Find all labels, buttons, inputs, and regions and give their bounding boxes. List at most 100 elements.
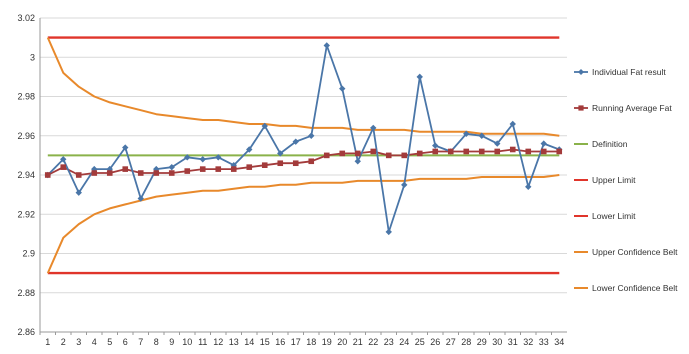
data-point <box>509 146 516 153</box>
x-tick-label: 4 <box>92 337 97 347</box>
data-point <box>60 164 67 170</box>
data-point <box>199 156 206 163</box>
data-point <box>60 156 67 163</box>
data-point <box>246 146 253 153</box>
data-point <box>199 166 206 172</box>
x-tick-label: 32 <box>523 337 533 347</box>
data-point <box>184 154 191 161</box>
data-point <box>478 132 485 139</box>
data-point <box>106 170 113 176</box>
data-point <box>432 148 439 155</box>
legend-marker <box>578 69 584 75</box>
series-markers <box>44 42 563 236</box>
x-tick-label: 6 <box>123 337 128 347</box>
legend-label: Lower Confidence Belt <box>592 283 678 293</box>
data-point <box>122 144 129 151</box>
x-tick-label: 9 <box>169 337 174 347</box>
x-tick-label: 10 <box>182 337 192 347</box>
legend-marker <box>578 105 584 111</box>
data-point <box>509 120 516 128</box>
data-point <box>416 73 423 81</box>
data-point <box>137 170 144 176</box>
data-point <box>215 154 222 161</box>
data-point <box>354 150 361 157</box>
data-point <box>137 195 144 202</box>
gridlines <box>40 17 567 333</box>
x-tick-label: 15 <box>260 337 270 347</box>
x-tick-label: 7 <box>138 337 143 347</box>
series-line-5 <box>46 37 560 137</box>
data-point <box>447 148 454 155</box>
data-point <box>370 148 377 155</box>
data-point <box>463 130 470 137</box>
x-tick-label: 2 <box>61 337 66 347</box>
legend-label: Individual Fat result <box>592 67 666 77</box>
x-tick-label: 20 <box>337 337 347 347</box>
data-point <box>525 148 532 155</box>
y-tick-label: 3.02 <box>17 13 35 23</box>
data-point <box>91 170 98 176</box>
data-point <box>354 158 361 165</box>
x-tick-label: 33 <box>539 337 549 347</box>
data-point <box>277 160 284 167</box>
x-tick-label: 8 <box>154 337 159 347</box>
legend-label: Definition <box>592 139 628 149</box>
y-tick-label: 2.88 <box>17 288 35 298</box>
x-tick-label: 3 <box>76 337 81 347</box>
data-point <box>416 150 423 157</box>
y-tick-label: 2.92 <box>17 209 35 219</box>
data-point <box>215 166 222 172</box>
data-point <box>432 142 439 149</box>
data-point <box>261 162 268 168</box>
data-point <box>401 152 408 159</box>
x-tick-label: 31 <box>508 337 518 347</box>
x-tick-label: 26 <box>430 337 440 347</box>
y-tick-label: 2.98 <box>17 92 35 102</box>
x-tick-label: 23 <box>384 337 394 347</box>
x-tick-label: 28 <box>461 337 471 347</box>
data-point <box>463 148 470 155</box>
data-point <box>385 228 392 236</box>
data-point <box>478 148 485 155</box>
x-tick-label: 11 <box>198 337 207 347</box>
x-tick-label: 1 <box>45 337 50 347</box>
data-point <box>168 170 175 176</box>
data-point <box>494 148 501 155</box>
data-point <box>370 124 377 132</box>
data-point <box>230 161 237 169</box>
x-tick-label: 19 <box>322 337 332 347</box>
legend-label: Running Average Fat <box>592 103 672 113</box>
series-lines <box>46 36 560 275</box>
data-point <box>339 85 346 92</box>
x-tick-label: 17 <box>291 337 301 347</box>
y-tick-label: 3 <box>30 52 35 62</box>
x-tick-label: 25 <box>415 337 425 347</box>
legend-label: Upper Limit <box>592 175 636 185</box>
data-point <box>277 150 284 157</box>
data-point <box>184 168 191 174</box>
x-tick-label: 24 <box>399 337 409 347</box>
series-line-6 <box>46 174 560 274</box>
x-tick-label: 14 <box>244 337 254 347</box>
y-tick-label: 2.96 <box>17 131 35 141</box>
data-point <box>308 132 315 139</box>
x-tick-label: 16 <box>275 337 285 347</box>
data-point <box>44 172 51 178</box>
data-point <box>168 163 175 171</box>
x-tick-label: 27 <box>446 337 456 347</box>
x-tick-label: 18 <box>306 337 316 347</box>
data-point <box>401 181 408 189</box>
data-point <box>339 150 346 157</box>
data-point <box>494 140 501 147</box>
legend-label: Lower Limit <box>592 211 636 221</box>
y-tick-label: 2.9 <box>22 249 35 259</box>
data-point <box>292 138 299 145</box>
data-point <box>230 166 237 172</box>
x-tick-label: 29 <box>477 337 487 347</box>
y-tick-label: 2.94 <box>17 170 35 180</box>
data-point <box>556 148 563 155</box>
y-tick-label: 2.86 <box>17 327 35 337</box>
data-point <box>308 158 315 165</box>
